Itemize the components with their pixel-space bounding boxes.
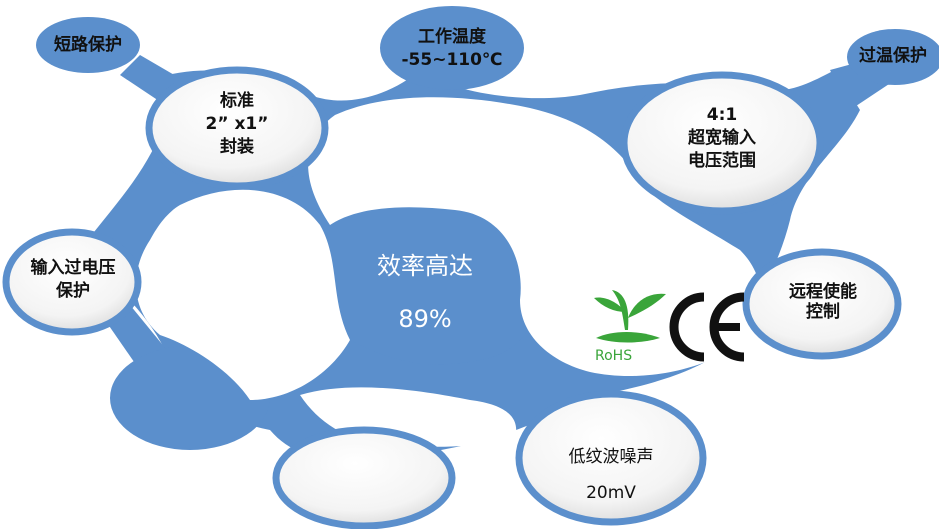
input-range-label: 4:1 超宽输入 电压范围 (688, 105, 756, 171)
over-temp-label: 过温保护 (859, 46, 927, 66)
over-temp-blob (847, 29, 939, 85)
temp-label: 工作温度 -55~110℃ (401, 27, 503, 70)
remote-bubble (742, 248, 902, 360)
rohs-logo: RoHS (594, 290, 666, 364)
overvoltage-bubble (2, 228, 142, 336)
package-label: 标准 2” x1” 封装 (205, 91, 269, 157)
short-circuit-label: 短路保护 (54, 35, 122, 55)
rohs-text: RoHS (595, 348, 632, 364)
package-bubble (145, 66, 329, 190)
efficiency-blob (323, 202, 535, 365)
ripple-bubble (515, 390, 707, 526)
remote-label: 远程使能 控制 (789, 282, 857, 323)
ripple-label: 低纹波噪声 20mV (568, 447, 654, 503)
empty-bubble (272, 426, 456, 529)
ce-mark (669, 292, 745, 362)
efficiency-label: 效率高达 89% (377, 252, 473, 333)
input-range-bubble (620, 71, 824, 215)
overvoltage-label: 输入过电压 保护 (30, 258, 116, 301)
inner-white-left (136, 189, 350, 400)
short-circuit-blob (36, 17, 140, 73)
temp-blob (380, 6, 524, 90)
